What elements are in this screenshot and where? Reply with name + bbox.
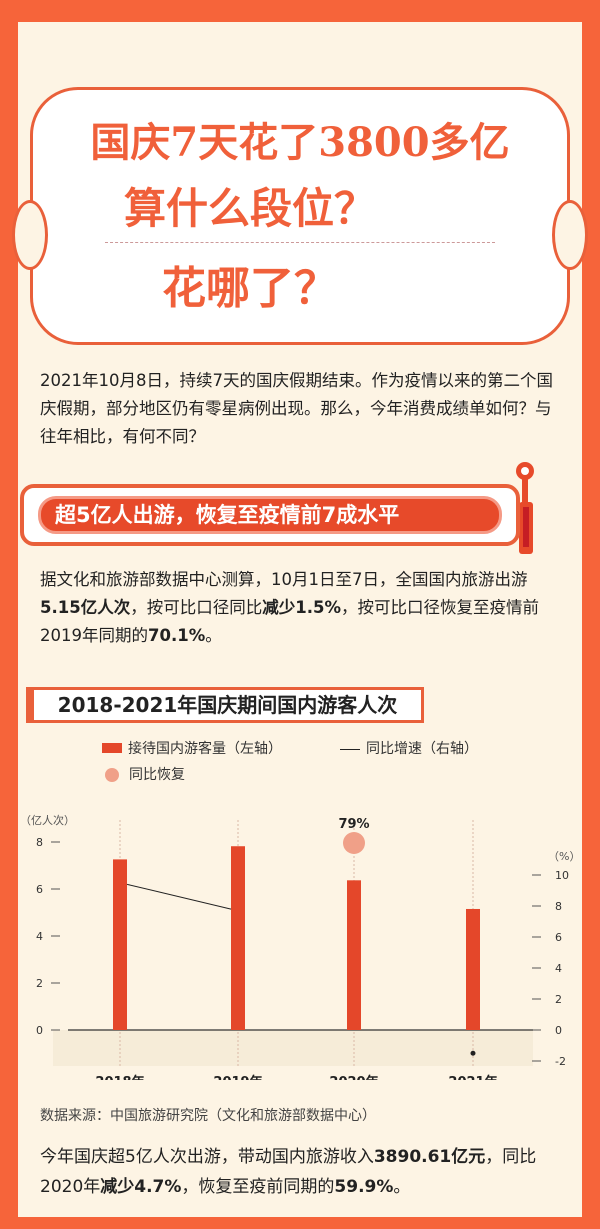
legend-label: 接待国内游客量（左轴） bbox=[128, 741, 282, 757]
highlight: 3890.61亿元 bbox=[373, 1147, 486, 1167]
left-axis-label: （亿人次） bbox=[20, 813, 75, 827]
highlight: 减少4.7% bbox=[100, 1177, 182, 1197]
section1-paragraph: 据文化和旅游部数据中心测算，10月1日至7日，全国国内旅游出游 5.15亿人次，按… bbox=[40, 566, 560, 650]
legend-line-swatch bbox=[340, 748, 360, 750]
legend-bubble: 同比恢复 bbox=[102, 764, 185, 784]
left-tick-label: 4 bbox=[36, 930, 43, 943]
legend-line: 同比增速（右轴） bbox=[340, 738, 478, 758]
text: ，按可比口径恢复至疫情前2019年同期的 bbox=[40, 598, 539, 645]
knob-decoration bbox=[516, 462, 534, 554]
right-tick-label: -2 bbox=[555, 1055, 566, 1068]
bar bbox=[231, 846, 245, 1030]
ticket-notch bbox=[12, 200, 48, 270]
title-line-3: 花哪了？ bbox=[162, 263, 338, 314]
negative-band bbox=[53, 1030, 533, 1066]
right-tick-label: 0 bbox=[555, 1024, 562, 1037]
text: ，按可比口径同比 bbox=[130, 598, 263, 617]
chart: （亿人次） （%） 0 2 4 6 8 -2 0 2 4 6 8 10 2018年 2019年 2020年 202… bbox=[20, 813, 580, 1080]
growth-point bbox=[470, 1050, 476, 1056]
intro-paragraph: 2021年10月8日，持续7天的国庆假期结束。作为疫情以来的第二个国庆假期，部分… bbox=[40, 371, 553, 446]
text: 据文化和旅游部数据中心测算，10月1日至7日，全国国内旅游出游 bbox=[40, 570, 528, 589]
left-tick-label: 8 bbox=[36, 836, 43, 849]
title-line-2: 算什么段位？ bbox=[123, 184, 376, 233]
highlight: 减少1.5% bbox=[262, 598, 341, 617]
highlight: 59.9% bbox=[334, 1177, 394, 1197]
highlight: 5.15亿人次 bbox=[40, 598, 131, 617]
left-tick-label: 2 bbox=[36, 977, 43, 990]
right-tick-label: 10 bbox=[555, 869, 569, 882]
title-line-1: 国庆7天花了3800多亿 bbox=[90, 119, 510, 166]
right-axis-label: （%） bbox=[548, 850, 580, 863]
highlight: 70.1% bbox=[148, 626, 206, 645]
x-tick-label: 2021年 bbox=[448, 1074, 497, 1080]
legend-bar: 接待国内游客量（左轴） bbox=[102, 738, 282, 758]
growth-line-segment bbox=[126, 883, 232, 910]
text: 今年国庆超5亿人次出游，带动国内旅游收入 bbox=[40, 1147, 374, 1167]
text: 。 bbox=[393, 1177, 411, 1197]
x-tick-label: 2020年 bbox=[329, 1074, 378, 1080]
legend-label: 同比增速（右轴） bbox=[366, 741, 478, 757]
left-tick-label: 0 bbox=[36, 1024, 43, 1037]
divider bbox=[105, 242, 495, 243]
recovery-bubble bbox=[343, 832, 365, 854]
text: ，同比2020年 bbox=[40, 1147, 537, 1197]
source-note: 数据来源：中国旅游研究院（文化和旅游部数据中心） bbox=[40, 1108, 376, 1124]
legend-bar-swatch bbox=[102, 743, 122, 753]
legend-label: 同比恢复 bbox=[129, 767, 185, 783]
bar bbox=[113, 859, 127, 1030]
section-heading: 超5亿人出游，恢复至疫情前7成水平 bbox=[38, 496, 502, 534]
bar bbox=[347, 880, 361, 1030]
x-tick-label: 2019年 bbox=[213, 1074, 262, 1080]
bar bbox=[466, 908, 480, 1030]
ticket-notch bbox=[552, 200, 588, 270]
right-tick-label: 6 bbox=[555, 931, 562, 944]
legend-bubble-swatch bbox=[105, 768, 119, 782]
title-card: 国庆7天花了3800多亿 算什么段位？ 花哪了？ bbox=[12, 87, 588, 345]
recovery-label: 79% bbox=[338, 817, 369, 832]
right-tick-label: 8 bbox=[555, 900, 562, 913]
chart-title: 2018-2021年国庆期间国内游客人次 bbox=[26, 687, 424, 723]
right-tick-label: 4 bbox=[555, 962, 562, 975]
section2-paragraph: 今年国庆超5亿人次出游，带动国内旅游收入3890.61亿元，同比2020年减少4… bbox=[40, 1142, 560, 1202]
text: ，恢复至疫前同期的 bbox=[181, 1177, 335, 1197]
page: 国庆7天花了3800多亿 算什么段位？ 花哪了？ 2021年10月8日，持续7天… bbox=[12, 22, 588, 1217]
text: 。 bbox=[205, 626, 222, 645]
x-tick-label: 2018年 bbox=[95, 1074, 144, 1080]
left-tick-label: 6 bbox=[36, 883, 43, 896]
section-banner: 超5亿人出游，恢复至疫情前7成水平 bbox=[20, 484, 520, 546]
right-tick-label: 2 bbox=[555, 993, 562, 1006]
